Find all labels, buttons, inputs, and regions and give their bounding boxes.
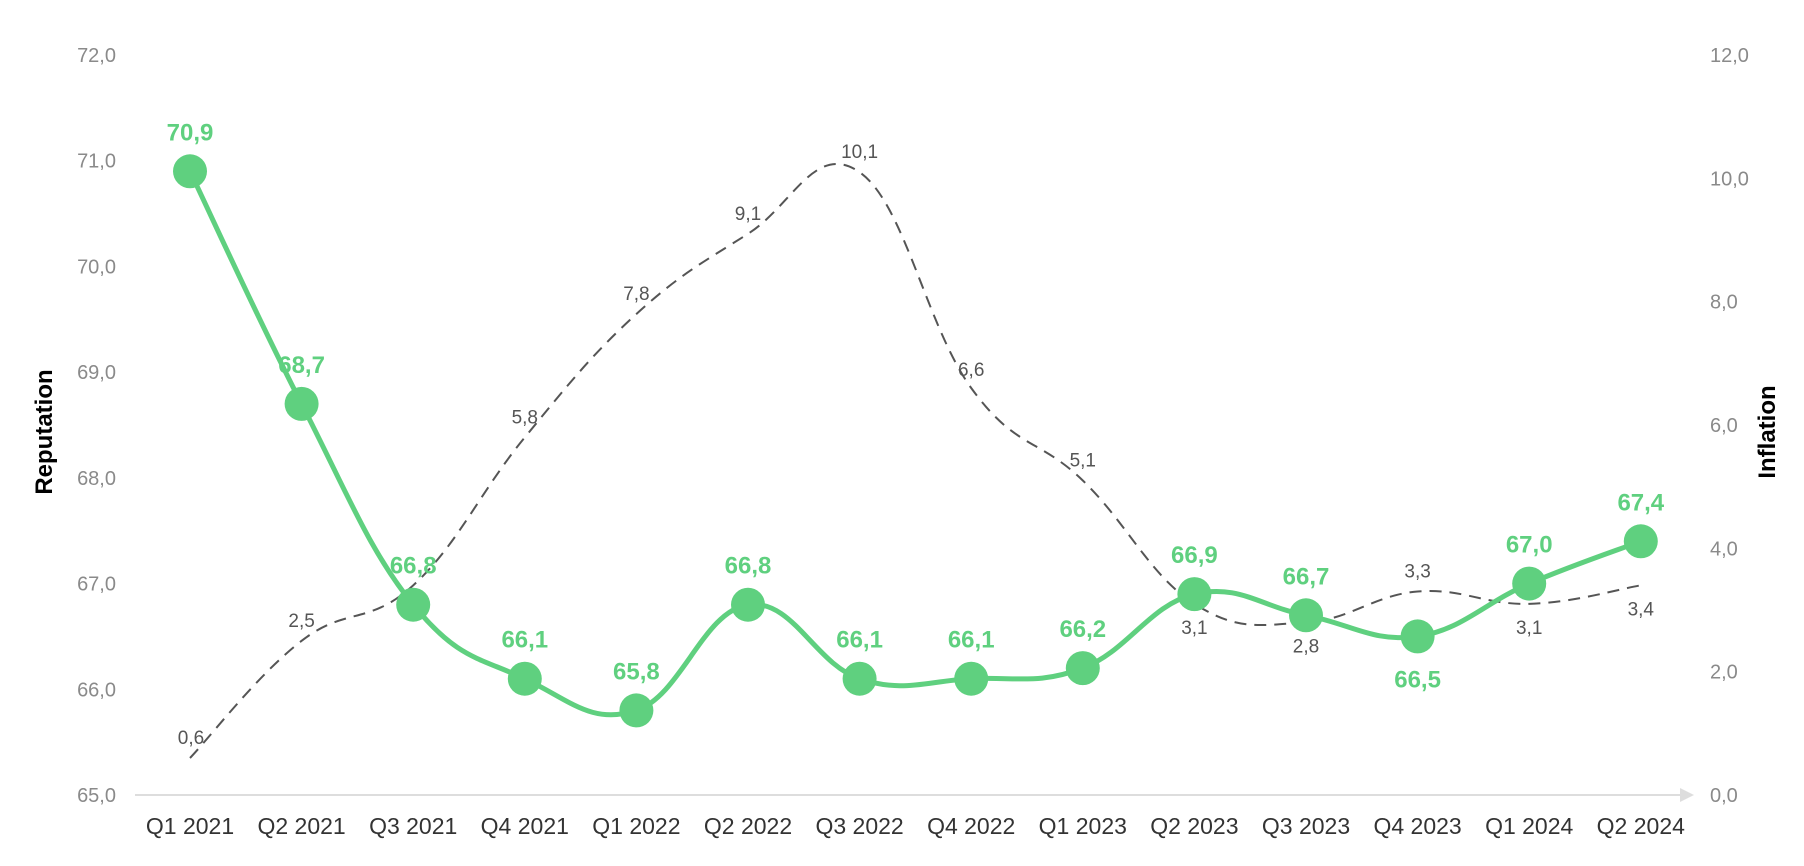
reputation-data-label: 66,1 [501, 627, 548, 654]
reputation-data-label: 65,8 [613, 658, 660, 685]
reputation-data-label: 66,7 [1283, 563, 1330, 590]
reputation-point [1065, 651, 1100, 686]
reputation-point [173, 154, 207, 189]
inflation-data-label: 3,1 [1181, 618, 1207, 639]
inflation-data-label: 6,6 [958, 360, 984, 381]
inflation-data-label: 3,1 [1516, 618, 1542, 639]
reputation-data-label: 66,8 [390, 553, 437, 580]
x-tick-label: Q1 2021 [146, 813, 234, 839]
reputation-data-label: 66,8 [725, 553, 772, 580]
y2-tick-label: 2,0 [1710, 662, 1738, 684]
y2-tick-label: 12,0 [1710, 45, 1749, 67]
right-y-ticks: 0,0 2,0 4,0 6,0 8,0 10,0 12,0 [1710, 45, 1749, 807]
y-tick-label: 66,0 [77, 679, 116, 701]
reputation-point [1177, 577, 1212, 612]
inflation-data-label: 9,1 [735, 204, 761, 225]
inflation-data-label: 10,1 [841, 142, 878, 163]
x-tick-label: Q4 2022 [927, 813, 1015, 839]
reputation-data-label: 66,1 [836, 627, 883, 654]
inflation-data-label: 5,8 [512, 407, 538, 428]
reputation-data-label: 66,5 [1394, 666, 1441, 693]
reputation-point [619, 693, 654, 728]
inflation-data-label: 5,1 [1070, 451, 1096, 472]
inflation-line [189, 163, 1641, 759]
x-tick-label: Q2 2021 [257, 813, 345, 839]
reputation-data-label: 66,2 [1059, 616, 1106, 643]
y-axis-title: Reputation [31, 369, 58, 494]
reputation-data-label: 70,9 [167, 119, 214, 146]
inflation-data-label: 2,8 [1293, 636, 1319, 657]
reputation-series: 70,9 68,7 66,8 66,1 65,8 66,8 66,1 66,1 66,2 66,9… [167, 119, 1665, 728]
x-ticks: Q1 2021 Q2 2021 Q3 2021 Q4 2021 Q1 2022 Q2 20… [146, 813, 1685, 839]
y-tick-label: 72,0 [77, 45, 116, 67]
left-y-ticks: 65,0 66,0 67,0 68,0 69,0 70,0 71,0 72,0 [77, 45, 116, 807]
x-tick-label: Q3 2023 [1262, 813, 1350, 839]
reputation-point [1289, 598, 1323, 633]
reputation-data-label: 66,1 [948, 627, 995, 654]
y-tick-label: 68,0 [77, 468, 116, 490]
reputation-point [1512, 566, 1547, 601]
y-tick-label: 67,0 [77, 574, 116, 596]
x-tick-label: Q3 2021 [369, 813, 457, 839]
reputation-point [1400, 619, 1435, 654]
y2-tick-label: 6,0 [1710, 415, 1738, 437]
inflation-data-label: 0,6 [178, 728, 204, 749]
x-tick-label: Q1 2024 [1485, 813, 1573, 839]
reputation-point [507, 661, 542, 696]
reputation-data-label: 68,7 [278, 352, 325, 379]
y-tick-label: 65,0 [77, 785, 116, 807]
reputation-point [731, 587, 765, 622]
y2-tick-label: 4,0 [1710, 538, 1738, 560]
x-axis-arrow [1680, 788, 1694, 802]
inflation-data-label: 2,5 [288, 611, 314, 632]
x-tick-label: Q2 2023 [1150, 813, 1238, 839]
y-tick-label: 71,0 [77, 151, 116, 173]
x-tick-label: Q4 2023 [1373, 813, 1461, 839]
y-tick-label: 70,0 [77, 256, 116, 278]
reputation-point [842, 661, 877, 696]
y-tick-label: 69,0 [77, 362, 116, 384]
y2-tick-label: 8,0 [1710, 292, 1738, 314]
x-tick-label: Q2 2022 [704, 813, 792, 839]
x-tick-label: Q1 2022 [592, 813, 680, 839]
axes [135, 788, 1694, 802]
y2-tick-label: 10,0 [1710, 168, 1749, 190]
x-tick-label: Q1 2023 [1039, 813, 1127, 839]
y2-tick-label: 0,0 [1710, 785, 1738, 807]
x-tick-label: Q3 2022 [815, 813, 903, 839]
reputation-point [284, 386, 319, 421]
reputation-data-label: 66,9 [1171, 542, 1218, 569]
x-tick-label: Q2 2024 [1597, 813, 1685, 839]
inflation-data-label: 3,4 [1628, 599, 1655, 620]
reputation-point [954, 661, 989, 696]
inflation-data-label: 3,3 [1404, 562, 1430, 583]
reputation-point [1623, 524, 1658, 559]
reputation-data-label: 67,0 [1506, 532, 1553, 559]
inflation-data-label: 7,8 [623, 284, 649, 305]
reputation-data-label: 67,4 [1617, 489, 1664, 516]
reputation-point [396, 587, 431, 622]
y2-axis-title: Inflation [1754, 385, 1781, 478]
x-tick-label: Q4 2021 [481, 813, 569, 839]
